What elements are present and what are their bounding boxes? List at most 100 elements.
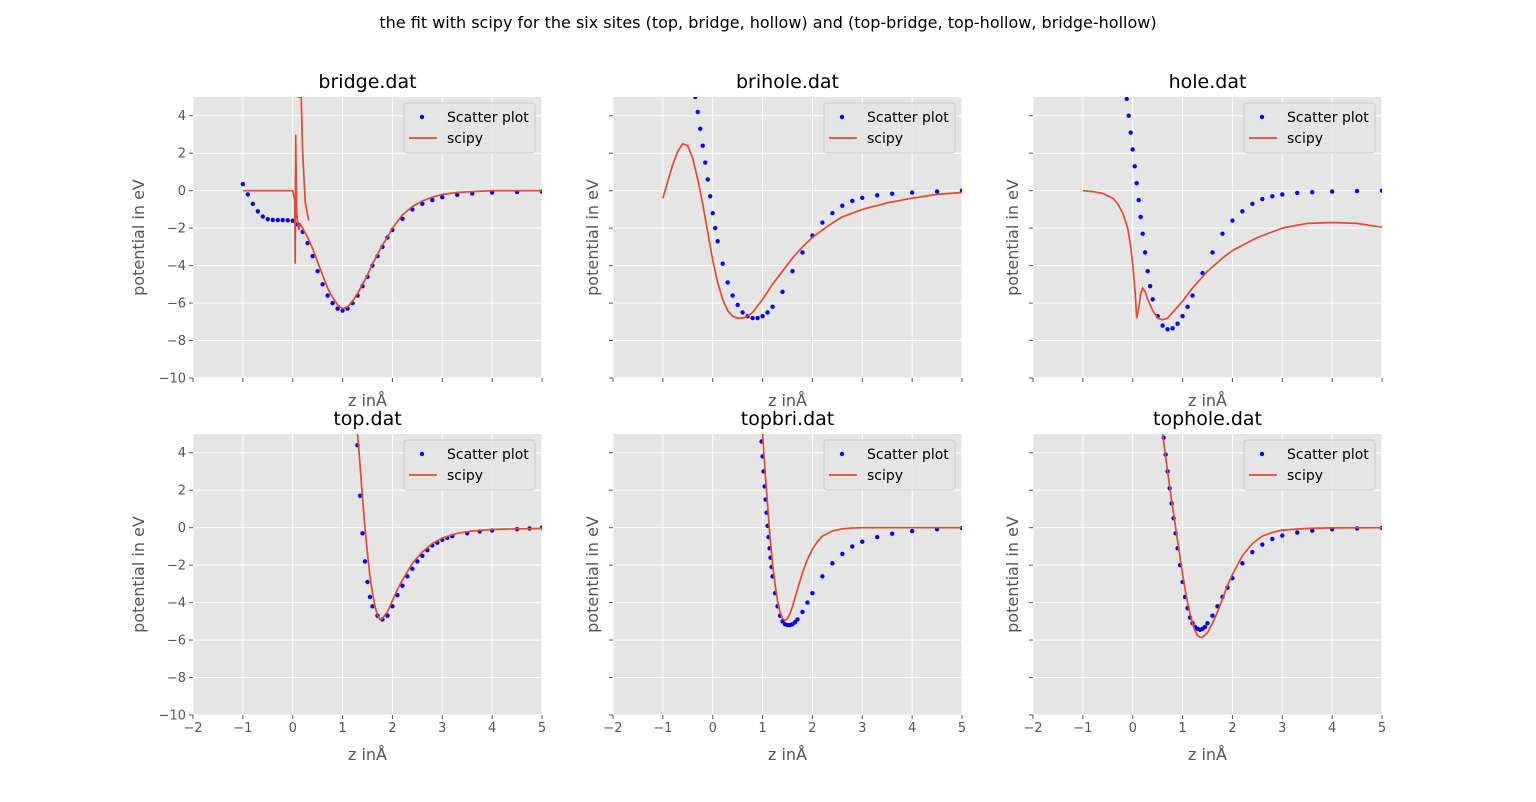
y-tick-label: 4	[178, 109, 186, 124]
legend-label: scipy	[447, 131, 483, 147]
x-tick-label: −2	[603, 721, 622, 736]
legend: Scatter plot scipy	[1243, 102, 1376, 154]
subplot-title: bridge.dat	[318, 71, 416, 93]
x-tick-label: 4	[488, 721, 496, 736]
scatter-point	[290, 218, 295, 223]
x-tick-label: 0	[1129, 721, 1137, 736]
y-axis-label: potential in eV	[1003, 516, 1022, 633]
scatter-point	[875, 193, 880, 198]
legend-marker	[839, 451, 845, 457]
scatter-point	[240, 181, 246, 187]
scatter-point	[1126, 113, 1131, 118]
scatter-point	[1128, 130, 1133, 135]
scatter-point	[1379, 188, 1382, 193]
legend: Scatter plot scipy	[1243, 439, 1376, 491]
plot-data	[759, 434, 962, 628]
scatter-point	[800, 609, 805, 615]
scatter-point	[909, 528, 915, 534]
scatter-point	[1270, 536, 1275, 542]
scatter-point	[820, 220, 825, 225]
scatter-point	[420, 201, 425, 206]
subplot-title: tophole.dat	[1153, 408, 1262, 430]
fit-line	[356, 434, 542, 621]
scatter-point	[909, 190, 915, 195]
scatter-point	[270, 217, 275, 223]
scatter-point	[693, 97, 698, 100]
scatter-point	[840, 203, 845, 208]
y-tick-label: −6	[167, 634, 186, 649]
y-axis-label: potential in eV	[583, 179, 602, 296]
scatter-point	[1310, 528, 1315, 533]
scatter-point	[1310, 189, 1315, 195]
scatter-point	[708, 194, 713, 199]
scatter-point	[860, 539, 865, 544]
scatter-point	[840, 551, 845, 557]
y-axis-label: potential in eV	[583, 516, 602, 633]
scatter-point	[1200, 270, 1205, 276]
scatter-point	[713, 225, 718, 231]
scatter-point	[1220, 231, 1225, 236]
subplot-3: z inÅ potential in eV hole.dat Scatter plot…	[1003, 71, 1383, 410]
plot-data	[355, 434, 542, 622]
legend-label: Scatter plot	[1287, 110, 1369, 126]
legend-label: Scatter plot	[1287, 447, 1369, 463]
scatter-point	[420, 553, 425, 558]
scatter-point	[320, 282, 325, 287]
y-tick-label: 0	[178, 184, 186, 199]
legend: Scatter plot scipy	[403, 102, 536, 154]
scatter-point	[365, 579, 370, 585]
scatter-point	[1202, 624, 1208, 630]
x-tick-label: 0	[289, 721, 297, 736]
scatter-point	[405, 574, 410, 579]
scatter-point	[820, 574, 825, 579]
x-tick-label: 4	[1328, 721, 1336, 736]
y-tick-label: 0	[178, 521, 186, 536]
scatter-point	[695, 109, 700, 115]
scatter-point	[275, 217, 280, 223]
legend-marker	[1259, 114, 1265, 120]
scatter-point	[1138, 214, 1143, 220]
scatter-point	[1354, 188, 1360, 194]
x-tick-label: −1	[1073, 721, 1092, 736]
subplot-title: top.dat	[333, 408, 401, 430]
scatter-point	[1240, 561, 1245, 566]
x-tick-label: 0	[709, 721, 717, 736]
legend-label: scipy	[867, 131, 903, 147]
scatter-point	[725, 280, 730, 285]
subplot-2: z inÅ potential in eV brihole.dat Scatter p…	[583, 71, 963, 410]
scatter-point	[792, 620, 798, 625]
scatter-point	[1329, 189, 1335, 194]
scatter-point	[357, 493, 363, 499]
plot-data	[662, 97, 962, 321]
scatter-point	[410, 566, 415, 572]
legend: Scatter plot scipy	[403, 439, 536, 491]
scatter-point	[1250, 201, 1255, 206]
y-tick-label: −4	[167, 259, 186, 274]
legend-box	[403, 102, 536, 154]
legend-box	[1243, 439, 1376, 491]
plot-data	[1161, 434, 1382, 639]
scatter-point	[1280, 533, 1285, 538]
scatter-point	[1130, 147, 1135, 152]
scatter-point	[245, 192, 251, 197]
x-tick-label: 5	[538, 721, 546, 736]
scatter-point	[830, 210, 835, 216]
scatter-point	[1260, 542, 1265, 547]
scatter-point	[740, 310, 745, 315]
fit-line	[761, 434, 962, 622]
legend-box	[823, 439, 956, 491]
scatter-point	[700, 143, 705, 148]
x-tick-label: 1	[338, 721, 346, 736]
scatter-point	[390, 604, 395, 609]
y-tick-label: −8	[167, 334, 186, 349]
scatter-point	[1170, 326, 1175, 331]
scatter-point	[1295, 190, 1300, 196]
y-tick-label: −2	[167, 559, 186, 574]
scatter-point	[1160, 323, 1165, 328]
legend-label: Scatter plot	[447, 110, 529, 126]
y-tick-label: 4	[178, 446, 186, 461]
scatter-point	[1280, 192, 1285, 197]
scatter-point	[780, 289, 785, 295]
legend-label: scipy	[1287, 131, 1323, 147]
